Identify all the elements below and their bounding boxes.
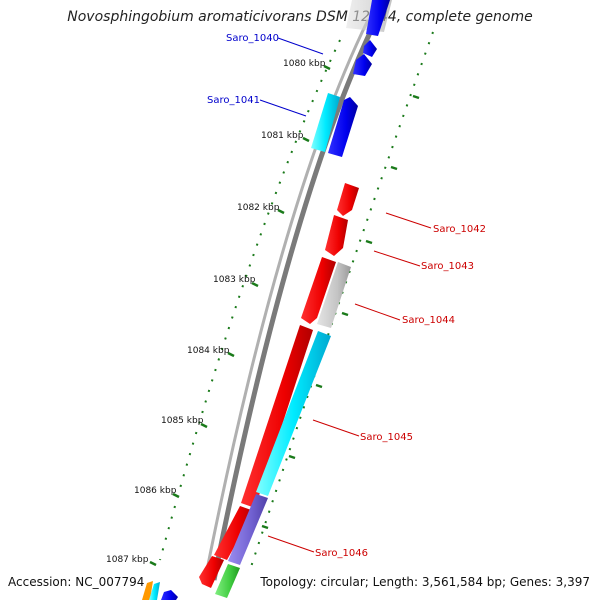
tick-mark (341, 311, 349, 317)
tick-label: 1080 kbp (283, 59, 326, 69)
genome-stats-label: Topology: circular; Length: 3,561,584 bp… (260, 575, 590, 589)
genome-backbone (211, 18, 379, 581)
leader-line (385, 212, 432, 229)
tick-mark (149, 560, 157, 567)
tick-label: 1087 kbp (106, 555, 149, 565)
outer-tick-ring (249, 31, 434, 571)
major-ticks (149, 64, 331, 567)
gene-feature-cyan (149, 582, 160, 600)
gene-label-saro-1045[interactable]: Saro_1045 (360, 432, 413, 443)
gene-label-saro-1044[interactable]: Saro_1044 (402, 315, 455, 326)
leader-line (277, 37, 324, 55)
tick-label: 1084 kbp (187, 346, 230, 356)
tick-label: 1081 kbp (261, 131, 304, 141)
tick-mark (227, 351, 235, 358)
gene-label-saro-1040[interactable]: Saro_1040 (226, 33, 279, 44)
leader-line (373, 250, 421, 267)
gene-label-saro-1046[interactable]: Saro_1046 (315, 548, 368, 559)
tick-mark (200, 422, 208, 429)
tick-label: 1083 kbp (213, 275, 256, 285)
gene-feature-red (241, 325, 313, 508)
gene-feature-blue (363, 40, 377, 57)
leader-line (259, 99, 307, 117)
gene-feature-red (214, 506, 254, 560)
gene-feature-red (199, 556, 224, 588)
map-title: Novosphingobium aromaticivorans DSM 1244… (67, 9, 533, 25)
inner-tick-ring (159, 39, 341, 561)
tick-mark (390, 165, 398, 171)
leader-line (267, 535, 315, 553)
gene-feature-blue (366, 0, 390, 36)
tick-label: 1086 kbp (134, 486, 177, 496)
tick-label: 1082 kbp (237, 203, 280, 213)
gene-feature-red (337, 183, 359, 216)
tick-mark (365, 239, 373, 245)
tick-mark (261, 524, 269, 530)
tick-mark (412, 94, 420, 100)
tick-mark (277, 208, 285, 215)
leader-line (312, 419, 360, 437)
gene-feature-blue (328, 97, 358, 157)
gene-feature-grey (317, 262, 351, 328)
gene-feature-blue (353, 54, 372, 76)
accession-label: Accession: NC_007794 (8, 575, 145, 589)
gene-feature-red (325, 215, 348, 256)
tick-mark (288, 454, 296, 460)
gene-label-saro-1042[interactable]: Saro_1042 (433, 224, 486, 235)
gene-feature-cyan (311, 93, 340, 152)
gene-feature-green (215, 564, 240, 598)
tick-mark (323, 64, 331, 71)
gene-label-saro-1041[interactable]: Saro_1041 (207, 95, 260, 106)
tick-mark (302, 136, 310, 143)
tick-mark (315, 383, 323, 389)
gene-feature-cyan (256, 331, 331, 496)
gene-feature-blue (161, 590, 178, 600)
gene-feature-orange (142, 581, 153, 600)
tick-mark (251, 281, 259, 288)
gene-feature-purple (228, 494, 268, 565)
outer-major-ticks (261, 94, 420, 530)
tick-label: 1085 kbp (161, 416, 204, 426)
gene-label-saro-1043[interactable]: Saro_1043 (421, 261, 474, 272)
leader-line (354, 303, 401, 321)
gene-feature-red (301, 257, 336, 324)
genome-backbone-outer (203, 19, 370, 581)
tick-mark (172, 492, 180, 499)
